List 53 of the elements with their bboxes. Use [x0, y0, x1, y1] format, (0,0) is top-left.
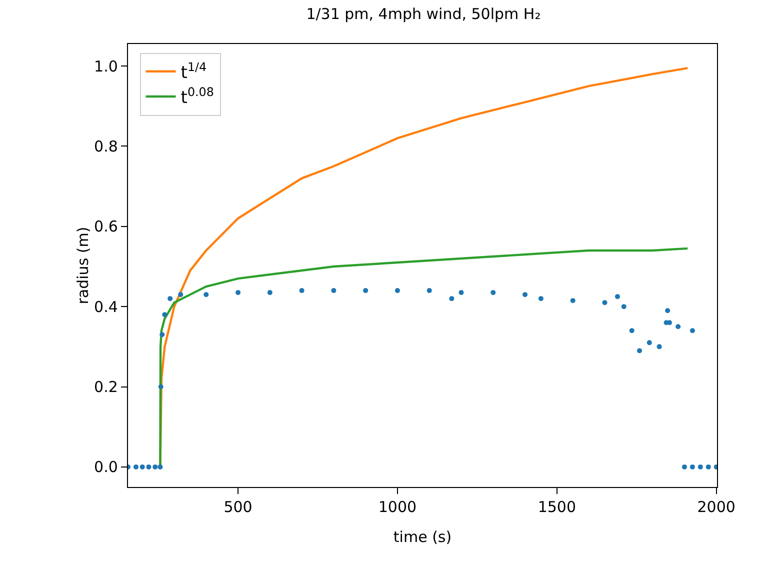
x-tick-label: 500	[224, 498, 252, 516]
y-tick-label: 0.2	[94, 378, 118, 396]
point	[621, 304, 626, 310]
y-tick-label: 1.0	[94, 57, 118, 76]
point	[690, 328, 695, 334]
point	[646, 340, 652, 346]
point	[637, 348, 642, 354]
point	[146, 464, 152, 470]
x-tick-label: 1500	[538, 498, 576, 516]
point	[426, 288, 432, 294]
point	[706, 464, 711, 470]
point	[676, 324, 681, 330]
point	[160, 332, 165, 338]
point	[449, 296, 454, 302]
point	[615, 294, 620, 300]
point	[158, 464, 163, 470]
point	[490, 290, 496, 296]
point	[236, 290, 241, 296]
y-axis-title: radius (m)	[74, 226, 92, 304]
point	[267, 290, 272, 296]
point	[690, 464, 695, 470]
point	[178, 292, 184, 298]
point	[204, 292, 209, 298]
legend-label: t$^{0.08}$	[180, 85, 214, 108]
point	[458, 290, 464, 296]
point	[133, 464, 138, 470]
point	[363, 288, 368, 294]
point	[665, 308, 670, 314]
point	[162, 312, 168, 318]
point	[522, 292, 528, 298]
point	[158, 384, 164, 390]
point	[140, 464, 145, 470]
point	[299, 288, 304, 294]
y-tick-label: 0.0	[94, 458, 118, 476]
point	[152, 464, 158, 470]
x-tick-label: 2000	[697, 498, 736, 516]
x-axis-title: time (s)	[393, 528, 452, 546]
y-tick-label: 0.8	[94, 137, 118, 156]
point	[656, 344, 662, 350]
point	[602, 300, 608, 306]
x-tick-label: 1000	[378, 498, 417, 516]
chart-title: 1/31 pm, 4mph wind, 50lpm H₂	[306, 5, 541, 24]
legend-label: t$^{1/4}$	[180, 60, 207, 84]
point	[698, 464, 703, 470]
point	[168, 296, 173, 302]
point	[629, 328, 634, 334]
point	[538, 296, 544, 302]
point	[682, 464, 687, 470]
y-tick-label: 0.6	[94, 218, 118, 236]
y-tick-label: 0.4	[94, 298, 118, 316]
point	[394, 288, 400, 294]
point	[331, 288, 336, 294]
point	[570, 298, 576, 304]
